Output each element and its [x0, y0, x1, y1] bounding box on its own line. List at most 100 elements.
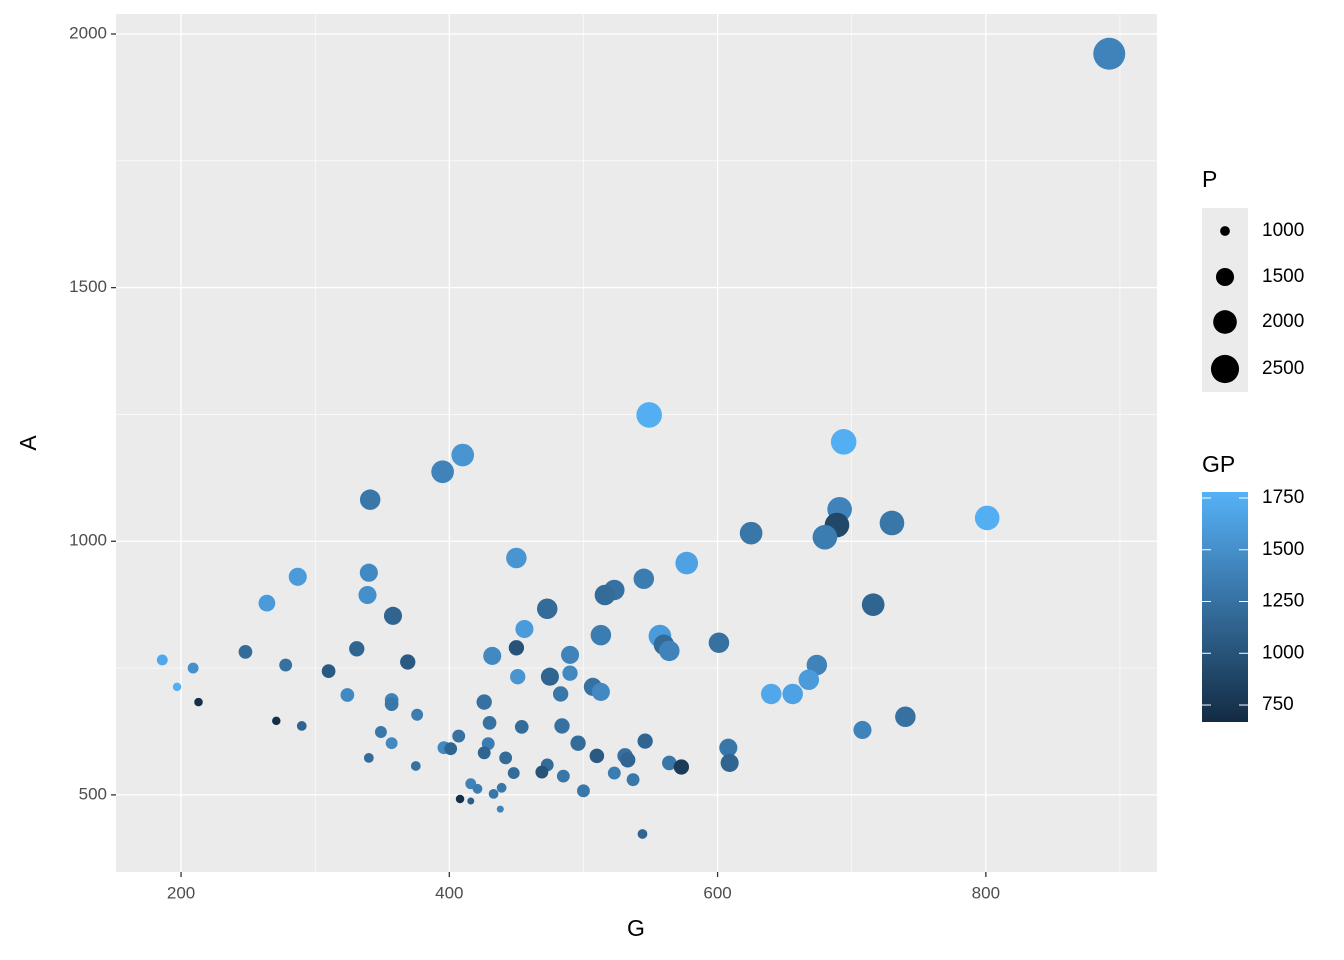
- point: [812, 524, 838, 550]
- point: [477, 746, 491, 760]
- point: [506, 547, 527, 569]
- point: [673, 759, 690, 775]
- x-tick-label: 400: [435, 883, 463, 902]
- point: [830, 429, 857, 455]
- point: [508, 640, 525, 656]
- point: [431, 460, 454, 484]
- size-key: [1210, 354, 1240, 384]
- point: [472, 783, 483, 794]
- point: [187, 662, 199, 674]
- y-tick-label: 1000: [69, 531, 107, 550]
- point: [552, 686, 569, 702]
- point: [496, 782, 507, 793]
- point: [782, 683, 803, 705]
- point: [659, 640, 680, 662]
- size-key: [1213, 310, 1237, 334]
- point: [258, 594, 276, 612]
- point: [507, 767, 520, 780]
- point: [577, 784, 590, 798]
- x-tick-label: 800: [972, 883, 1000, 902]
- point: [554, 718, 570, 734]
- point: [760, 683, 782, 705]
- x-tick-label: 200: [167, 883, 195, 902]
- point: [496, 805, 504, 813]
- point: [853, 720, 872, 740]
- point: [321, 664, 336, 678]
- point: [514, 720, 529, 734]
- size-key-label: 2000: [1262, 311, 1304, 332]
- color-tick-label: 1750: [1262, 487, 1304, 508]
- point: [570, 735, 586, 751]
- point: [374, 726, 387, 738]
- point: [720, 753, 739, 772]
- point: [272, 716, 281, 726]
- point: [535, 765, 549, 779]
- points: [156, 37, 1126, 839]
- point: [556, 769, 570, 783]
- point: [358, 585, 377, 605]
- point: [400, 654, 416, 670]
- point: [488, 788, 499, 799]
- point: [636, 402, 662, 428]
- point: [363, 752, 374, 763]
- point: [359, 563, 378, 582]
- point: [637, 733, 653, 749]
- color-tick-label: 1500: [1262, 539, 1304, 560]
- point: [359, 489, 381, 510]
- point: [536, 598, 558, 619]
- point: [455, 794, 465, 804]
- color-legend-title: GP: [1202, 451, 1235, 477]
- point: [482, 716, 497, 730]
- point: [172, 682, 182, 692]
- point: [476, 694, 492, 710]
- point: [194, 697, 203, 707]
- point: [560, 645, 580, 664]
- x-axis-title: G: [627, 915, 645, 941]
- size-key-label: 1000: [1262, 220, 1304, 241]
- point: [288, 567, 307, 586]
- legends: 1000 1500 2000 2500 750 1000 1250 1500 1750: [1202, 220, 1304, 715]
- point: [467, 797, 475, 805]
- point: [591, 682, 610, 701]
- point: [739, 521, 763, 545]
- point: [279, 658, 293, 672]
- point: [483, 646, 502, 665]
- point: [607, 766, 621, 780]
- point: [662, 755, 677, 771]
- point: [540, 667, 559, 686]
- color-bar: [1202, 492, 1248, 722]
- point: [675, 551, 699, 575]
- point: [340, 688, 355, 702]
- point: [444, 742, 458, 756]
- point: [589, 748, 605, 764]
- y-tick-label: 500: [79, 784, 107, 803]
- y-tick-label: 2000: [69, 23, 107, 42]
- point: [708, 632, 730, 653]
- size-key-label: 2500: [1262, 358, 1304, 379]
- point: [974, 505, 1000, 531]
- point: [385, 737, 398, 750]
- size-key: [1215, 267, 1235, 287]
- color-tick-label: 750: [1262, 694, 1294, 715]
- point: [879, 510, 905, 536]
- point: [562, 665, 578, 681]
- size-key-label: 1500: [1262, 266, 1304, 287]
- size-legend-title: P: [1202, 166, 1217, 192]
- point: [349, 641, 365, 657]
- axes: 200 400 600 800 500 1000 1500 2000: [69, 23, 1000, 902]
- point: [296, 721, 307, 731]
- point: [798, 669, 820, 690]
- point: [633, 568, 655, 590]
- point: [719, 738, 738, 757]
- y-axis-title: A: [15, 435, 41, 451]
- point: [510, 669, 526, 685]
- point: [156, 654, 168, 666]
- color-tick-label: 1000: [1262, 642, 1304, 663]
- point: [590, 624, 612, 646]
- point: [384, 697, 399, 711]
- point: [383, 606, 403, 625]
- point: [895, 706, 916, 728]
- size-key: [1220, 226, 1230, 236]
- point: [1093, 37, 1126, 70]
- point: [411, 708, 424, 721]
